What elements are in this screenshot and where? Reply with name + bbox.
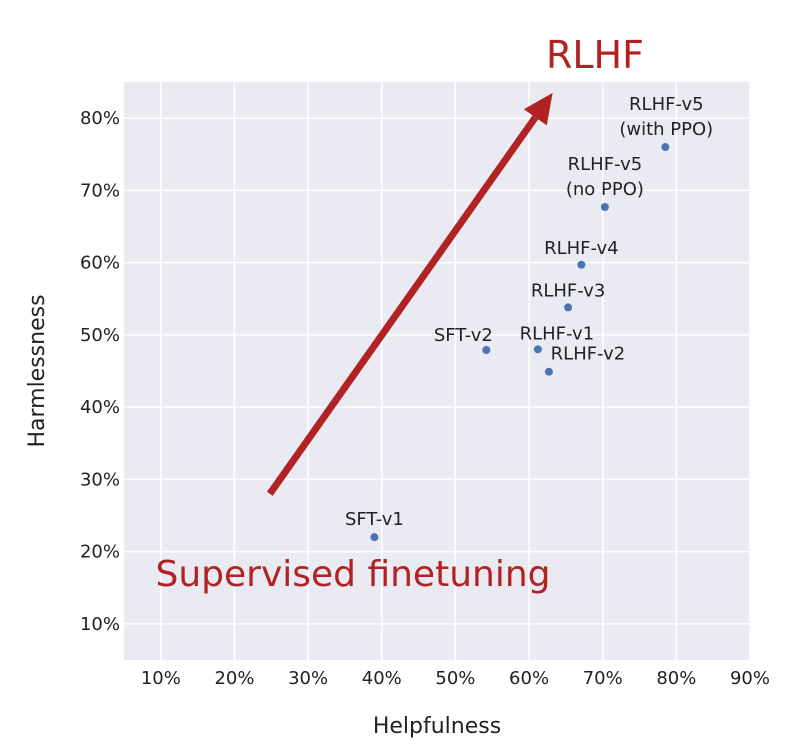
y-tick-label: 50% [80,325,120,346]
annotation-rlhf: RLHF [546,33,644,77]
x-tick-label: 20% [214,668,254,689]
x-tick-label: 50% [435,668,475,689]
x-tick-label: 40% [362,668,402,689]
data-label: RLHF-v5 [568,154,643,175]
x-tick-label: 10% [141,668,181,689]
data-label: SFT-v1 [345,509,404,530]
data-point [482,346,491,355]
data-label: RLHF-v5 [629,94,704,115]
x-tick-label: 60% [509,668,549,689]
x-tick-label: 70% [583,668,623,689]
data-point [600,202,609,211]
data-point [564,303,573,312]
data-point [533,345,542,354]
ticks: 10% 20% 30% 40% 50% 60% 70% 80% 90% 10% 20% 30% 40% 5… [80,108,770,689]
y-tick-label: 10% [80,614,120,635]
arrow-shaft [266,115,539,496]
data-label: RLHF-v2 [551,344,626,365]
y-tick-label: 70% [80,180,120,201]
data-label: RLHF-v4 [544,238,619,259]
data-label: RLHF-v1 [520,323,595,344]
data-point [544,367,553,376]
annotation-supervised-finetuning: Supervised finetuning [155,554,550,595]
x-tick-label: 90% [730,668,770,689]
y-tick-label: 30% [80,469,120,490]
data-point [661,143,670,152]
plot-area [124,82,750,660]
data-point [577,260,586,269]
y-tick-label: 60% [80,253,120,274]
x-tick-label: 80% [656,668,696,689]
data-point [370,533,379,542]
data-label: (with PPO) [619,119,713,140]
y-tick-label: 40% [80,397,120,418]
y-axis-label: Harmlessness [25,294,50,447]
data-label: SFT-v2 [434,325,493,346]
arrow-head [523,92,553,126]
data-label: RLHF-v3 [531,280,606,301]
y-tick-label: 80% [80,108,120,129]
x-axis-label: Helpfulness [373,714,501,739]
y-tick-label: 20% [80,542,120,563]
data-label: (no PPO) [566,179,644,200]
x-tick-label: 30% [288,668,328,689]
